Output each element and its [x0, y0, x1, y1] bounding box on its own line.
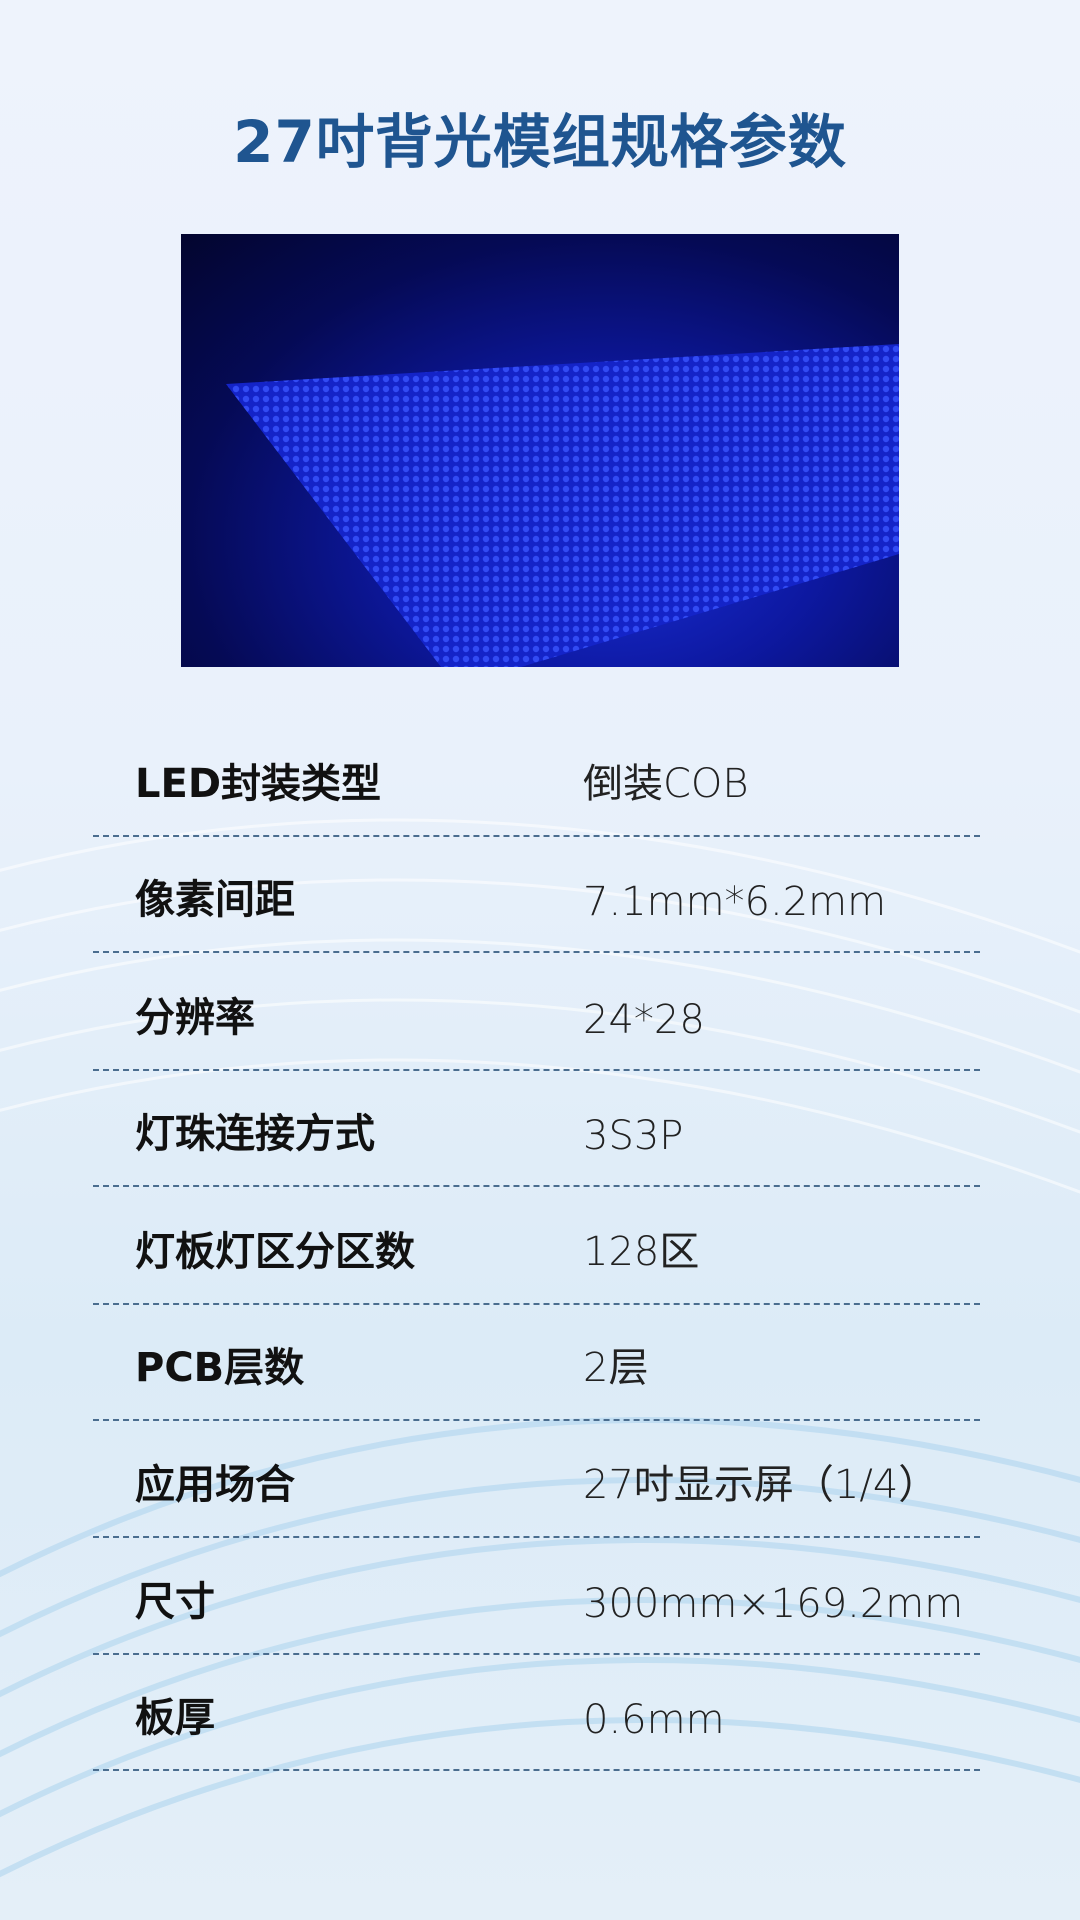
- spec-row: 板厚 0.6mm: [93, 1653, 980, 1771]
- spec-label: 灯珠连接方式: [135, 1111, 375, 1157]
- spec-label: PCB层数: [135, 1345, 305, 1391]
- spec-value: 128区: [583, 1229, 700, 1275]
- spec-label: 尺寸: [135, 1579, 215, 1625]
- spec-row: 像素间距 7.1mm*6.2mm: [93, 835, 980, 953]
- spec-label: 分辨率: [135, 995, 255, 1041]
- spec-row: 灯板灯区分区数 128区: [93, 1187, 980, 1305]
- spec-row: 分辨率 24*28: [93, 953, 980, 1071]
- spec-row: LED封装类型 倒装COB: [93, 719, 980, 837]
- spec-value: 0.6mm: [583, 1697, 725, 1743]
- page-title: 27吋背光模组规格参数: [233, 108, 847, 176]
- spec-value: 27吋显示屏（1/4）: [583, 1462, 939, 1508]
- spec-row: PCB层数 2层: [93, 1303, 980, 1421]
- spec-value: 24*28: [583, 997, 705, 1043]
- spec-row: 灯珠连接方式 3S3P: [93, 1069, 980, 1187]
- spec-label: 应用场合: [135, 1462, 295, 1508]
- spec-label: 板厚: [135, 1695, 215, 1741]
- led-panel-photo: [181, 234, 899, 667]
- spec-row: 尺寸 300mm×169.2mm: [93, 1537, 980, 1655]
- spec-label: 灯板灯区分区数: [135, 1229, 415, 1275]
- spec-label: LED封装类型: [135, 761, 382, 807]
- spec-value: 300mm×169.2mm: [583, 1581, 964, 1627]
- spec-value: 7.1mm*6.2mm: [583, 879, 887, 925]
- spec-label: 像素间距: [135, 877, 295, 923]
- spec-value: 倒装COB: [583, 761, 749, 807]
- spec-value: 2层: [583, 1345, 649, 1391]
- spec-row: 应用场合 27吋显示屏（1/4）: [93, 1420, 980, 1538]
- spec-value: 3S3P: [583, 1113, 684, 1159]
